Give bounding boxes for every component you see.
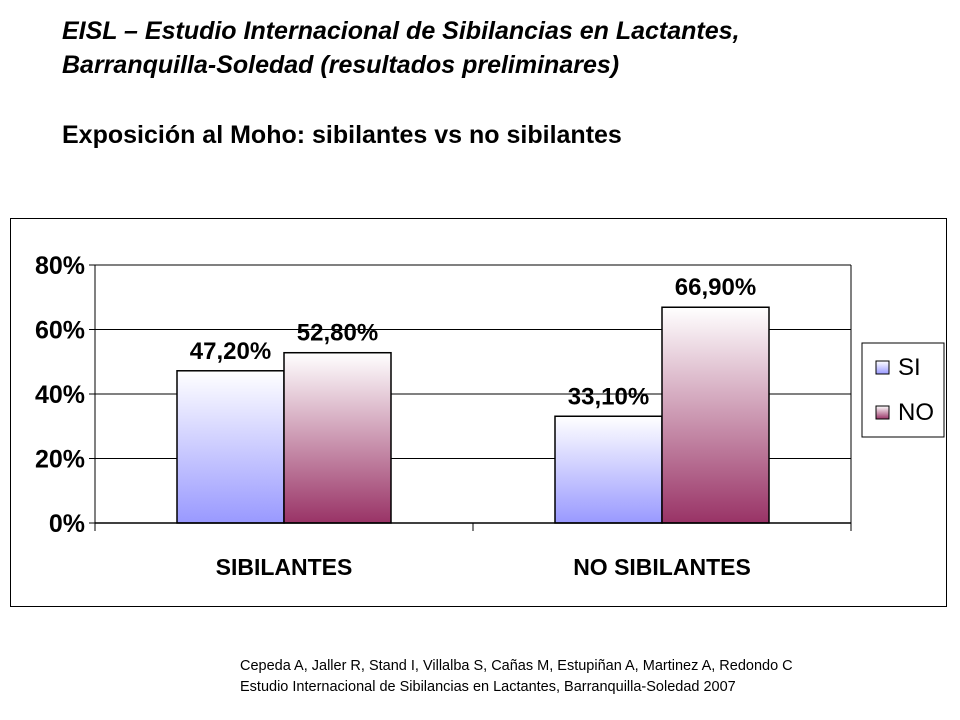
citation-line-2: Estudio Internacional de Sibilancias en … [240,679,736,695]
y-tick-label-4: 80% [35,252,85,280]
legend-label-si: SI [898,354,921,381]
bar-chart: 0% 20% 40% 60% 80% 47,20% 52,80% SIBILANTES 33,1… [35,252,945,580]
bar-no-0 [283,351,392,524]
legend-label-no: NO [898,399,934,426]
citation: Cepeda A, Jaller R, Stand I, Villalba S,… [240,656,955,698]
slide-title: EISL – Estudio Internacional de Sibilanc… [62,14,942,82]
citation-line-1: Cepeda A, Jaller R, Stand I, Villalba S,… [240,658,793,674]
data-label-si-1: 33,10% [568,383,649,410]
y-tick-label-1: 20% [35,446,85,474]
chart-subtitle: Exposición al Moho: sibilantes vs no sib… [62,121,622,149]
x-category-label-0: SIBILANTES [216,554,353,580]
legend-swatch-no [875,405,890,420]
y-tick-label-3: 60% [35,317,85,345]
bar-si-1 [554,415,663,524]
title-line-1: EISL – Estudio Internacional de Sibilanc… [62,17,740,45]
bar-si-0 [176,370,285,524]
y-tick-label-2: 40% [35,381,85,409]
title-line-2: Barranquilla-Soledad (resultados prelimi… [62,51,620,79]
data-label-si-0: 47,20% [190,338,271,365]
data-label-no-0: 52,80% [297,320,378,347]
bar-no-1 [661,306,770,524]
legend-swatch-si [875,360,890,375]
data-label-no-1: 66,90% [675,274,756,301]
chart-frame: 0% 20% 40% 60% 80% 47,20% 52,80% SIBILANTES 33,1… [10,218,947,607]
legend-box [861,342,945,438]
y-tick-label-0: 0% [49,510,85,538]
x-category-label-1: NO SIBILANTES [573,554,751,580]
